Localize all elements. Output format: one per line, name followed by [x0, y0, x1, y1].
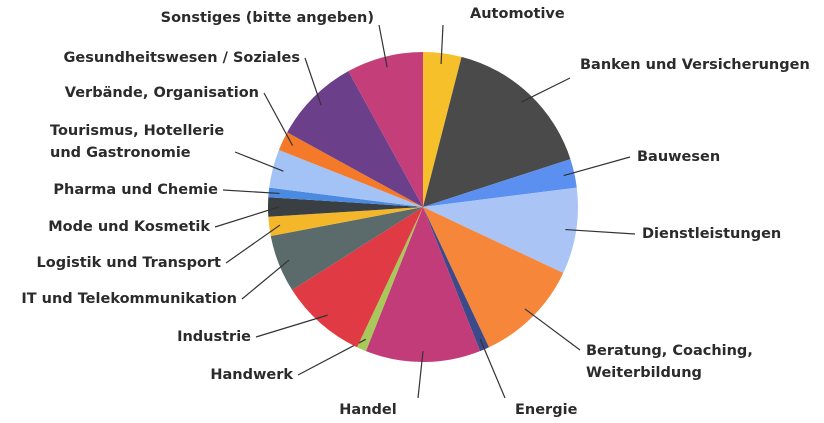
slice-label: IT und Telekommunikation: [21, 291, 237, 307]
leader-line: [378, 24, 388, 68]
leader-line: [565, 228, 636, 235]
pie-slice: [348, 52, 423, 207]
pie-slice: [267, 197, 423, 217]
pie-slice: [423, 159, 577, 207]
leader-line: [440, 24, 444, 65]
slice-label: Banken und Versicherungen: [580, 57, 810, 73]
slice-label: Pharma und Chemie: [53, 182, 218, 198]
leader-line: [263, 92, 294, 146]
leader-line: [255, 314, 328, 338]
leader-line: [222, 189, 280, 195]
leader-line: [479, 339, 506, 399]
pie-slice: [423, 187, 578, 273]
slice-label: Handel: [339, 402, 397, 418]
slice-label: Automotive: [470, 6, 565, 22]
pie-slice: [269, 149, 423, 207]
pie-slice: [270, 207, 423, 291]
slice-label: Logistik und Transport: [36, 255, 221, 271]
slice-label: Tourismus, Hotellerie und Gastronomie: [50, 123, 225, 161]
leader-line: [234, 151, 284, 172]
pie-slice: [268, 187, 423, 207]
slice-label: Mode und Kosmetik: [48, 219, 210, 235]
leader-line: [214, 206, 280, 228]
slice-label: Bauwesen: [637, 149, 721, 165]
pie-slice: [365, 207, 481, 362]
slice-label: Beratung, Coaching, Weiterbildung: [586, 343, 753, 381]
slice-label: Industrie: [177, 329, 251, 345]
pie-slice: [287, 71, 423, 208]
slice-label: Handwerk: [210, 367, 293, 383]
slice-label: Verbände, Organisation: [64, 85, 259, 101]
slice-label: Energie: [515, 402, 578, 418]
leader-line: [563, 156, 631, 177]
leader-line: [304, 57, 322, 106]
leader-line: [225, 224, 281, 264]
leader-line: [521, 77, 571, 103]
leader-line: [524, 308, 581, 351]
leader-line: [241, 259, 290, 300]
pie-slice: [357, 207, 423, 352]
slice-label: Dienstleistungen: [642, 226, 782, 242]
pie-slice: [292, 207, 423, 348]
pie-slice: [268, 207, 423, 237]
pie-slice: [278, 132, 423, 207]
pie-slice: [423, 207, 564, 348]
pie-slice: [423, 52, 462, 207]
leader-line: [417, 351, 424, 399]
pie-slice: [423, 207, 489, 352]
slice-label: Sonstiges (bitte angeben): [160, 10, 374, 26]
pie-slice: [423, 56, 571, 207]
slice-label: Gesundheitswesen / Soziales: [63, 50, 300, 66]
